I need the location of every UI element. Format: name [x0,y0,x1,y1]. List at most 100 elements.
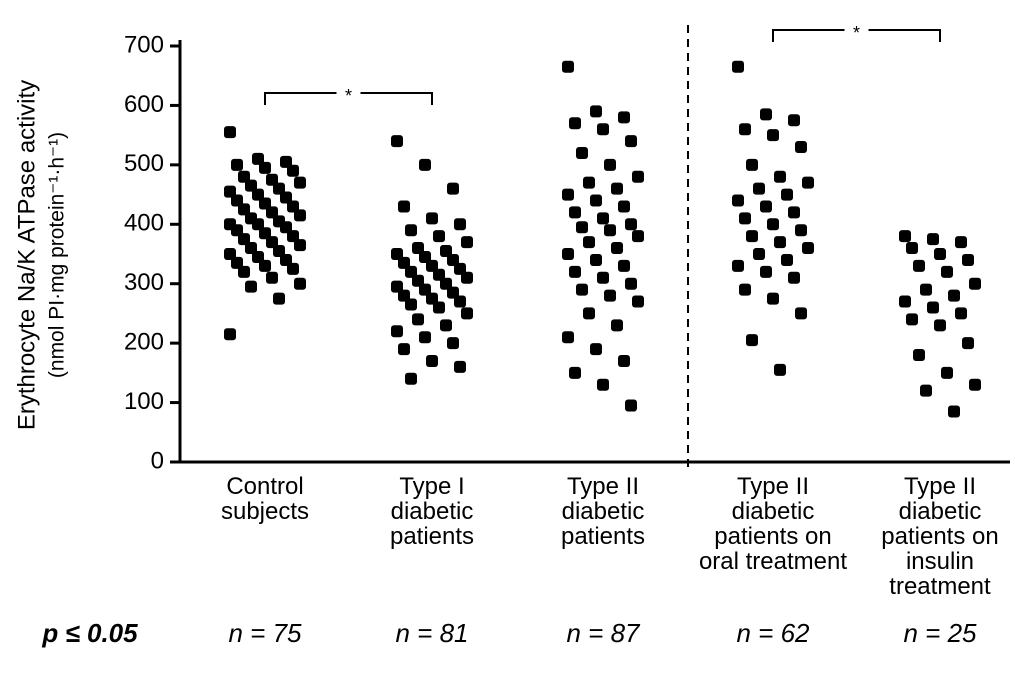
dot [788,271,800,284]
dot [461,307,473,320]
dot [920,283,932,296]
dot [576,221,588,234]
y-tick-label: 300 [124,269,164,296]
dot [632,170,644,183]
dot [625,399,637,412]
dot [294,277,306,290]
dot [398,289,410,302]
dot [927,233,939,246]
dot [569,265,581,278]
dot [899,230,911,243]
dot [604,224,616,237]
dot [569,366,581,379]
dot [597,271,609,284]
dot [426,259,438,272]
dot [583,307,595,320]
dot [590,194,602,207]
dot [906,313,918,326]
bracket-gap [844,22,869,38]
dot [899,295,911,308]
dot [454,295,466,308]
dot [447,253,459,266]
dot [273,292,285,305]
dot [398,200,410,213]
dot [767,218,779,231]
dot [419,283,431,296]
dot [576,283,588,296]
dot [231,256,243,269]
dot [618,200,630,213]
n-label: n = 87 [566,618,640,648]
y-tick-label: 0 [151,447,164,474]
dot [259,259,271,272]
dot [231,194,243,207]
dot [273,245,285,258]
dot [447,286,459,299]
dot [294,209,306,222]
dot [238,265,250,278]
y-tick-label: 400 [124,210,164,237]
y-tick-label: 700 [124,31,164,58]
dot [597,123,609,136]
dot [583,236,595,249]
dot [433,230,445,243]
dot [273,182,285,195]
dot [632,230,644,243]
dot [419,158,431,171]
dot [618,111,630,124]
dot [795,307,807,320]
dot [569,117,581,130]
dot [781,253,793,266]
dot [920,384,932,397]
y-tick-label: 500 [124,150,164,177]
dot [426,292,438,305]
dot [732,259,744,272]
dot [412,313,424,326]
dot [440,245,452,258]
dot [280,221,292,234]
dot [913,349,925,362]
dot [426,354,438,367]
dot [632,295,644,308]
dot [913,259,925,272]
dot [795,224,807,237]
dot [604,289,616,302]
dot [569,206,581,219]
dot [802,176,814,189]
dot [287,164,299,177]
dot [948,405,960,418]
p-label: p ≤ 0.05 [42,618,138,648]
dot [224,126,236,139]
dot [259,197,271,210]
dot [405,265,417,278]
dot [440,277,452,290]
dot [259,161,271,174]
dot [412,242,424,255]
y-tick-label: 200 [124,328,164,355]
n-label: n = 25 [903,618,977,648]
dot [412,274,424,287]
dot [611,319,623,332]
dot [280,253,292,266]
dot [426,212,438,225]
dot [941,265,953,278]
annotation: * [853,23,860,43]
dot [447,182,459,195]
dot [562,188,574,201]
dot [739,283,751,296]
dot [405,224,417,237]
dot [611,242,623,255]
dot [969,277,981,290]
dot [962,337,974,350]
dot [739,212,751,225]
dot [454,218,466,231]
x-tick-label: Type II diabetic patients on insulin tre… [881,473,999,600]
n-label: n = 75 [228,618,302,648]
dot [287,230,299,243]
dot [955,307,967,320]
dot [245,179,257,192]
dot [461,236,473,249]
dot [562,248,574,260]
dot [238,203,250,216]
dot [590,105,602,118]
